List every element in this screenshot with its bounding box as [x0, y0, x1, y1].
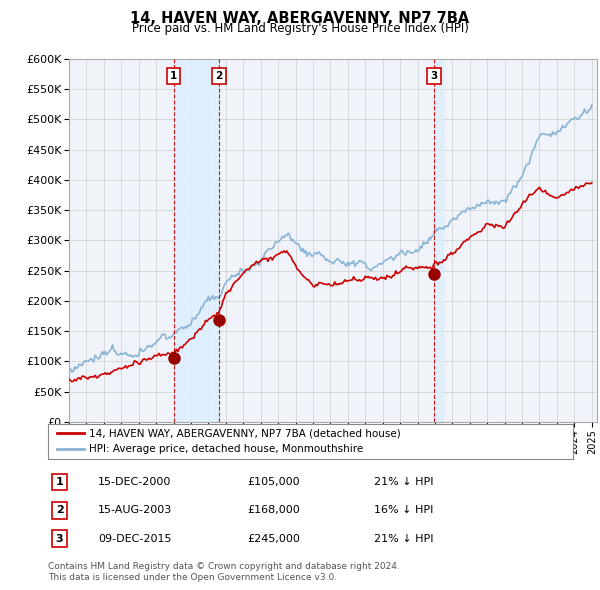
Text: 3: 3 — [56, 534, 64, 543]
Text: 09-DEC-2015: 09-DEC-2015 — [98, 534, 172, 543]
Text: Price paid vs. HM Land Registry's House Price Index (HPI): Price paid vs. HM Land Registry's House … — [131, 22, 469, 35]
Bar — [173, 59, 219, 422]
Text: 21% ↓ HPI: 21% ↓ HPI — [373, 477, 433, 487]
Text: 2: 2 — [56, 506, 64, 515]
Text: £105,000: £105,000 — [248, 477, 300, 487]
Text: 14, HAVEN WAY, ABERGAVENNY, NP7 7BA: 14, HAVEN WAY, ABERGAVENNY, NP7 7BA — [130, 11, 470, 25]
Text: HPI: Average price, detached house, Monmouthshire: HPI: Average price, detached house, Monm… — [89, 444, 363, 454]
Text: 3: 3 — [430, 71, 437, 81]
Text: £168,000: £168,000 — [248, 506, 300, 515]
Text: 15-AUG-2003: 15-AUG-2003 — [98, 506, 172, 515]
Text: 16% ↓ HPI: 16% ↓ HPI — [373, 506, 433, 515]
Text: 15-DEC-2000: 15-DEC-2000 — [98, 477, 171, 487]
Text: Contains HM Land Registry data © Crown copyright and database right 2024.
This d: Contains HM Land Registry data © Crown c… — [48, 562, 400, 582]
Text: 1: 1 — [170, 71, 177, 81]
Text: £245,000: £245,000 — [248, 534, 301, 543]
Bar — [434, 59, 443, 422]
Text: 14, HAVEN WAY, ABERGAVENNY, NP7 7BA (detached house): 14, HAVEN WAY, ABERGAVENNY, NP7 7BA (det… — [89, 428, 401, 438]
Text: 2: 2 — [215, 71, 223, 81]
Text: 1: 1 — [56, 477, 64, 487]
Text: 21% ↓ HPI: 21% ↓ HPI — [373, 534, 433, 543]
